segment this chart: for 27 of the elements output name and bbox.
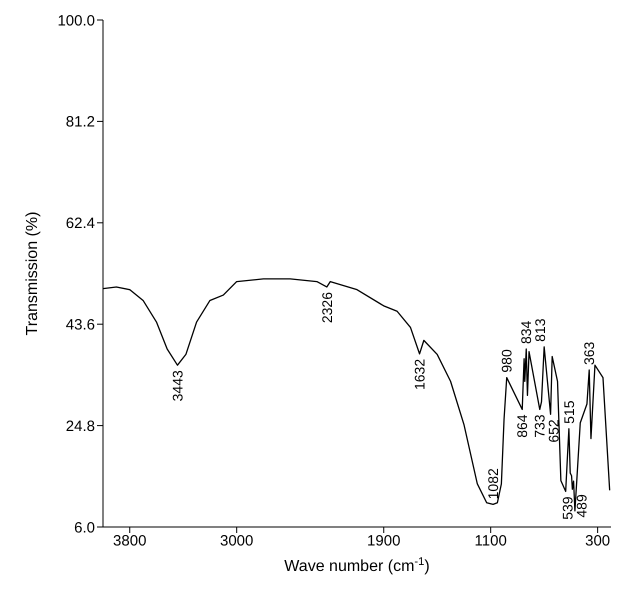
annotation: 864 [514, 414, 530, 438]
y-tick-label: 24.8 [66, 418, 95, 435]
annotation: 1082 [485, 468, 502, 500]
y-tick-label: 81.2 [66, 114, 95, 131]
annotation: 539 [560, 496, 576, 520]
y-tick-label: 43.6 [66, 316, 95, 334]
y-tick-label: 62.4 [66, 215, 95, 232]
y-tick-label: 100.0 [57, 12, 95, 30]
annotation: 515 [560, 400, 577, 424]
annotation: 813 [532, 318, 548, 342]
annotation: 980 [498, 349, 515, 373]
y-axis-title: Transmission (%) [24, 212, 40, 336]
annotation: 2326 [318, 292, 335, 324]
x-tick-label: 1100 [474, 532, 507, 550]
annotation: 652 [546, 419, 562, 443]
annotation: 3443 [169, 370, 186, 402]
x-tick-label: 1900 [367, 532, 400, 550]
y-tick-label: 6.0 [74, 519, 95, 536]
x-tick-label: 3800 [113, 532, 146, 550]
x-tick-label: 3000 [220, 532, 254, 550]
x-tick-label: 300 [585, 532, 610, 550]
annotation: 1632 [412, 358, 428, 390]
annotation: 489 [574, 494, 590, 518]
annotation: 733 [532, 414, 548, 438]
annotation: 834 [518, 320, 534, 344]
annotation: 363 [581, 341, 598, 366]
x-axis-title: Wave number (cm$^{-1}$) [284, 556, 430, 575]
